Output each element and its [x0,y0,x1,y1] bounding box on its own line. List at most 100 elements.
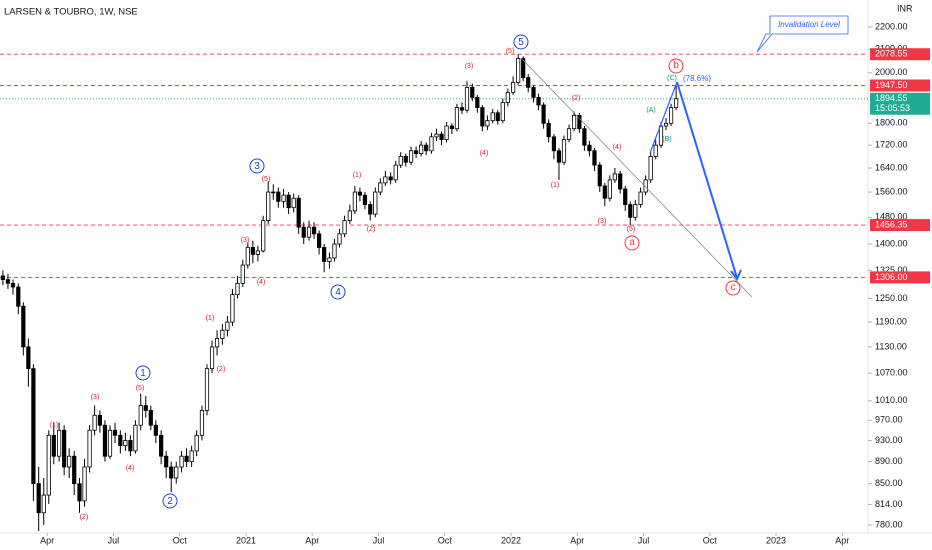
level-label: 1456.35 [875,219,908,229]
candle-body [546,122,551,138]
candle-body [505,91,510,103]
candle-body [490,112,495,122]
candle-body [62,429,67,468]
candle-body [516,58,521,83]
candle-body [398,156,403,166]
wave-label: b [673,60,679,71]
candle-body [342,220,347,235]
candle-body [235,282,240,296]
candle-body [612,173,617,181]
candle-body [623,188,628,205]
wave-circle [249,158,265,174]
projection-leg [649,81,678,154]
candle-body [388,176,393,181]
candle-body [31,368,36,485]
candle-body [434,133,439,138]
candle-body [128,440,133,452]
candle-body [327,257,332,262]
candle-body [204,368,210,411]
candle-body [444,125,449,141]
candle-body [72,455,77,485]
minor-wave-label: (2) [572,95,581,102]
level-box [870,48,930,61]
callout-text: Invalidation Level [778,20,840,29]
candle-body [51,434,56,457]
y-tick-label: 2000.00 [875,67,908,77]
currency: INR [897,3,913,13]
level-label: 2078.55 [875,49,908,59]
minor-wave-label: (4) [257,279,266,286]
trend-line [520,57,753,298]
candle-body [332,243,337,259]
candle-body [184,455,189,462]
candle-body [653,144,658,157]
abc-wave-label: (A) [646,107,655,114]
candle-body [148,410,153,426]
candle-body [633,204,638,218]
minor-wave-label: (5) [262,176,271,183]
candle-body [97,414,103,426]
candle-body [209,346,215,370]
minor-wave-label: (2) [80,514,89,521]
candle-body [311,226,317,235]
minor-wave-label: (5) [136,385,145,392]
minor-wave-label: (5) [506,48,515,55]
candle-body [41,494,46,514]
candle-body [189,450,194,462]
candle-body [414,150,419,155]
candle-body [306,226,312,238]
candle-body [592,150,597,166]
x-tick-label: 2022 [501,535,521,545]
minor-wave-label: (2) [367,226,376,233]
last-price-box [870,92,930,115]
candle-body [648,156,653,181]
minor-wave-label: (3) [598,218,607,225]
minor-wave-label: (1) [206,315,215,322]
y-tick-label: 1130.00 [875,341,907,351]
candle-body [424,144,429,152]
candle-body [368,204,373,215]
wave-label: 1 [140,368,146,379]
y-tick-label: 1010.00 [875,395,908,405]
candle-body [470,86,475,98]
candle-body [10,282,16,288]
y-tick-label: 890.00 [875,456,903,466]
candle-body [403,156,408,163]
x-tick-label: Oct [703,535,718,545]
candle-body [628,204,633,218]
callout-box [756,15,849,53]
candle-body [322,247,327,262]
wave-label: 2 [167,496,173,507]
candle-body [362,194,368,205]
x-tick-label: Jul [108,535,120,545]
x-tick-label: 2023 [766,535,786,545]
candle-body [276,191,281,202]
candle-body [597,164,602,187]
candle-body [164,455,169,468]
candle-body [643,179,648,193]
candle-body [102,424,108,457]
candle-body [526,77,531,88]
x-tick-label: Oct [438,535,453,545]
candle-body [281,194,286,202]
candle-body [449,125,454,130]
candle-body [454,107,460,130]
x-tick-label: Jul [638,535,650,545]
candle-body [266,191,271,221]
y-tick-label: 780.00 [875,519,903,529]
candle-body [143,405,148,411]
candle-body [67,455,72,468]
y-tick-label: 814.00 [875,499,903,509]
y-tick-label: 1070.00 [875,367,908,377]
candle-body [536,96,541,106]
wave-label: c [731,282,736,293]
candle-body [541,104,546,124]
candle-body [250,247,255,255]
candle-body [21,305,26,348]
minor-wave-label: (3) [465,63,474,70]
candle-body [571,114,577,130]
minor-wave-label: (4) [480,150,489,157]
overlay: 2078.55 1947.50 1456.35 1306.00 1894.5515:05… [50,34,930,521]
candle-body [607,179,612,199]
